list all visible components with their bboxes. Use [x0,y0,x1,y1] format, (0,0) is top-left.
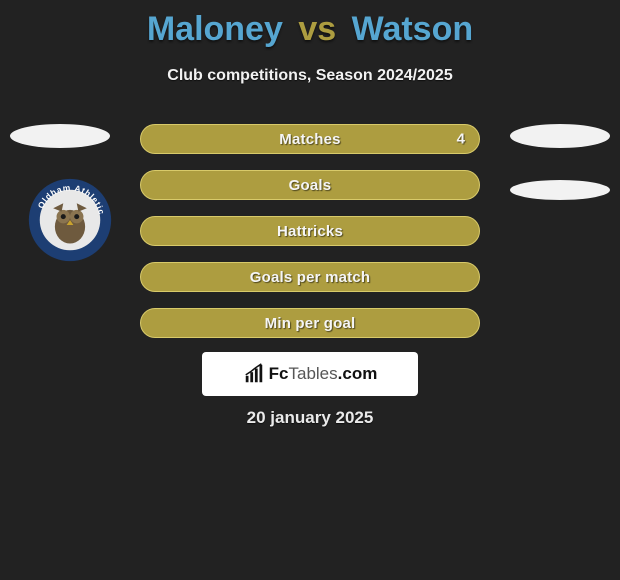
branding-part3: .com [338,364,378,383]
player2-name: Watson [352,10,474,48]
stat-label: Min per goal [265,315,356,332]
player1-photo-placeholder [10,124,110,148]
stat-row-goals: Goals [140,170,480,200]
snapshot-date: 20 january 2025 [0,408,620,428]
branding-part2: Tables [289,364,338,383]
player2-photo-placeholder [510,124,610,148]
branding-text: FcTables.com [269,364,378,384]
branding-chart-icon [243,363,265,385]
stat-row-matches: Matches 4 [140,124,480,154]
stat-label: Goals [289,177,332,194]
stat-row-min-per-goal: Min per goal [140,308,480,338]
page-title: Maloney vs Watson [0,0,620,49]
stat-label: Matches [279,131,340,148]
branding-part1: Fc [269,364,289,383]
stats-container: Matches 4 Goals Hattricks Goals per matc… [140,124,480,354]
stat-label: Hattricks [277,223,343,240]
player1-name: Maloney [147,10,283,48]
vs-separator: vs [298,10,336,48]
subtitle: Club competitions, Season 2024/2025 [0,67,620,85]
stat-row-goals-per-match: Goals per match [140,262,480,292]
player2-club-placeholder [510,180,610,200]
club-crest-icon: Oldham Athletic [28,178,112,262]
branding-badge: FcTables.com [202,352,418,396]
stat-row-hattricks: Hattricks [140,216,480,246]
stat-value-right: 4 [457,131,465,148]
stat-label: Goals per match [250,269,371,286]
